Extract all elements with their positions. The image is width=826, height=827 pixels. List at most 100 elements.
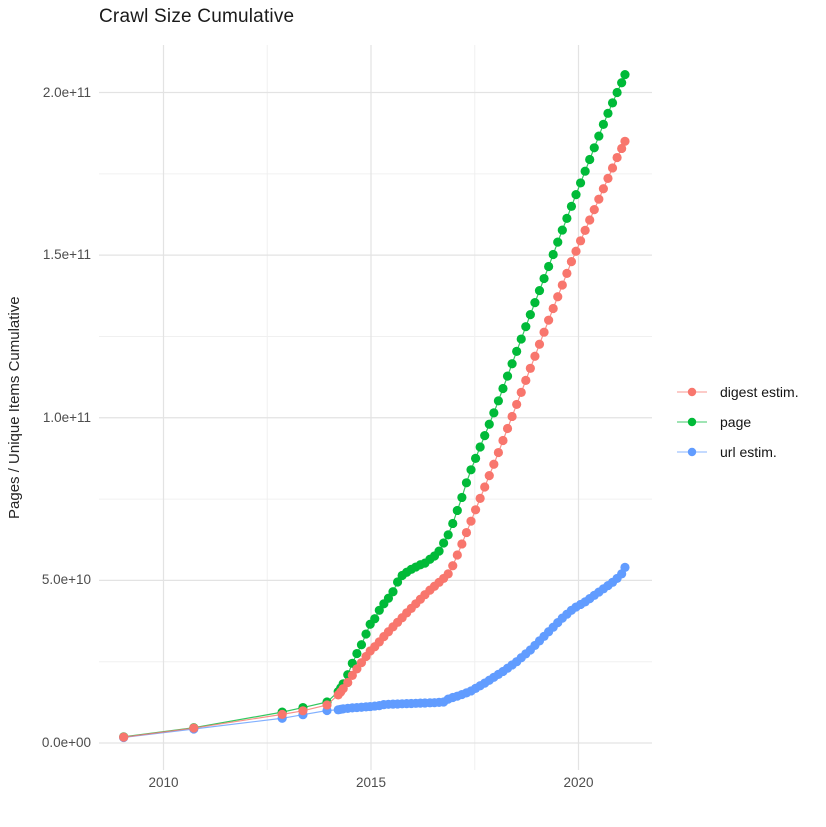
series-point-page — [607, 98, 618, 108]
series-point-digest-estim — [443, 569, 453, 579]
series-point-page — [525, 310, 535, 320]
series-point-digest-estim — [607, 163, 618, 173]
series-point-digest-estim — [298, 706, 308, 716]
series-point-page — [566, 201, 577, 211]
series-point-digest-estim — [562, 268, 572, 278]
series-point-digest-estim — [525, 363, 535, 373]
series-point-page — [466, 465, 476, 475]
series-point-digest-estim — [612, 152, 622, 163]
series-point-page — [457, 492, 467, 503]
series-point-digest-estim — [585, 215, 595, 225]
series-point-page — [571, 190, 581, 200]
series-point-page — [370, 614, 380, 624]
series-point-digest-estim — [544, 315, 554, 325]
series-point-page — [512, 346, 522, 356]
series-point-page — [612, 87, 622, 98]
series-point-page — [603, 108, 613, 118]
series-point-page — [443, 530, 453, 540]
series-point-digest-estim — [521, 375, 531, 385]
series-point-page — [553, 237, 563, 247]
series-point-page — [544, 261, 554, 272]
legend-item-label: page — [720, 414, 752, 430]
series-point-digest-estim — [557, 280, 567, 290]
series-point-page — [489, 408, 499, 418]
series-point-page — [548, 249, 558, 260]
legend-key-icon-url-estim — [677, 447, 707, 457]
series-point-page — [589, 143, 599, 153]
series-point-digest-estim — [598, 184, 609, 194]
series-point-page — [498, 383, 508, 394]
series-point-digest-estim — [512, 399, 522, 410]
series-point-digest-estim — [475, 493, 485, 504]
series-point-digest-estim — [277, 709, 287, 719]
series-point-page — [534, 285, 545, 296]
series-point-digest-estim — [347, 670, 357, 680]
series-point-page — [383, 593, 394, 603]
series-point-digest-estim — [493, 447, 504, 458]
y-axis-title: Pages / Unique Items Cumulative — [6, 296, 23, 519]
series-point-page — [480, 431, 490, 441]
series-point-page — [470, 453, 481, 464]
legend-key-icon-page — [677, 417, 707, 427]
series-point-digest-estim — [534, 339, 545, 349]
series-point-digest-estim — [553, 292, 563, 302]
legend-key-dot — [687, 387, 697, 397]
y-tick-label: 0.0e+00 — [41, 735, 91, 750]
legend-key-icon-digest-estim — [677, 387, 707, 397]
series-point-digest-estim — [466, 516, 476, 526]
series-point-digest-estim — [189, 723, 199, 733]
series-point-page — [521, 322, 531, 332]
series-point-page — [493, 396, 504, 406]
y-tick-label: 1.0e+11 — [42, 409, 91, 425]
series-point-digest-estim — [539, 327, 549, 337]
series-point-page — [484, 419, 494, 429]
series-point-digest-estim — [589, 204, 599, 215]
series-point-page — [475, 442, 485, 452]
series-point-page — [452, 505, 462, 516]
series-point-page — [557, 225, 567, 235]
series-point-digest-estim — [548, 303, 558, 314]
series-point-page — [502, 371, 513, 381]
series-point-page — [575, 178, 586, 188]
series-point-page — [539, 273, 549, 284]
series-point-digest-estim — [119, 732, 129, 742]
series-point-digest-estim — [498, 435, 508, 446]
series-point-digest-estim — [480, 482, 490, 492]
series-point-digest-estim — [580, 225, 590, 236]
y-tick-label: 1.5e+11 — [42, 247, 91, 263]
series-point-page — [507, 359, 517, 369]
series-point-page — [580, 166, 590, 176]
series-point-digest-estim — [470, 505, 481, 515]
series-point-page — [617, 78, 627, 88]
series-point-page — [439, 538, 449, 548]
series-point-page — [434, 546, 444, 556]
series-point-digest-estim — [571, 246, 581, 256]
series-point-url-estim — [620, 562, 630, 572]
legend-item-label: digest estim. — [720, 384, 799, 400]
chart-title: Crawl Size Cumulative — [99, 6, 295, 27]
series-point-page — [562, 213, 572, 223]
series-point-digest-estim — [603, 173, 613, 183]
series-point-page — [516, 334, 526, 344]
series-point-digest-estim — [461, 527, 472, 538]
series-point-digest-estim — [530, 351, 540, 361]
x-tick-label: 2010 — [148, 775, 179, 790]
series-point-digest-estim — [594, 194, 604, 204]
y-tick-label: 5.0e+10 — [41, 572, 91, 588]
series-point-digest-estim — [507, 411, 517, 422]
series-point-digest-estim — [322, 700, 332, 710]
series-point-page — [620, 70, 630, 80]
series-point-page — [392, 577, 403, 587]
x-tick-label: 2020 — [563, 775, 594, 790]
series-point-digest-estim — [575, 236, 586, 246]
legend-key-dot — [687, 447, 697, 457]
series-point-digest-estim — [448, 561, 458, 571]
series-point-page — [388, 587, 398, 597]
legend-item-digest-estim: digest estim. — [674, 377, 799, 407]
series-point-page — [356, 640, 367, 650]
series-point-digest-estim — [484, 471, 494, 481]
legend-item-url-estim: url estim. — [674, 437, 799, 467]
legend: digest estim. page url estim. — [674, 377, 799, 467]
